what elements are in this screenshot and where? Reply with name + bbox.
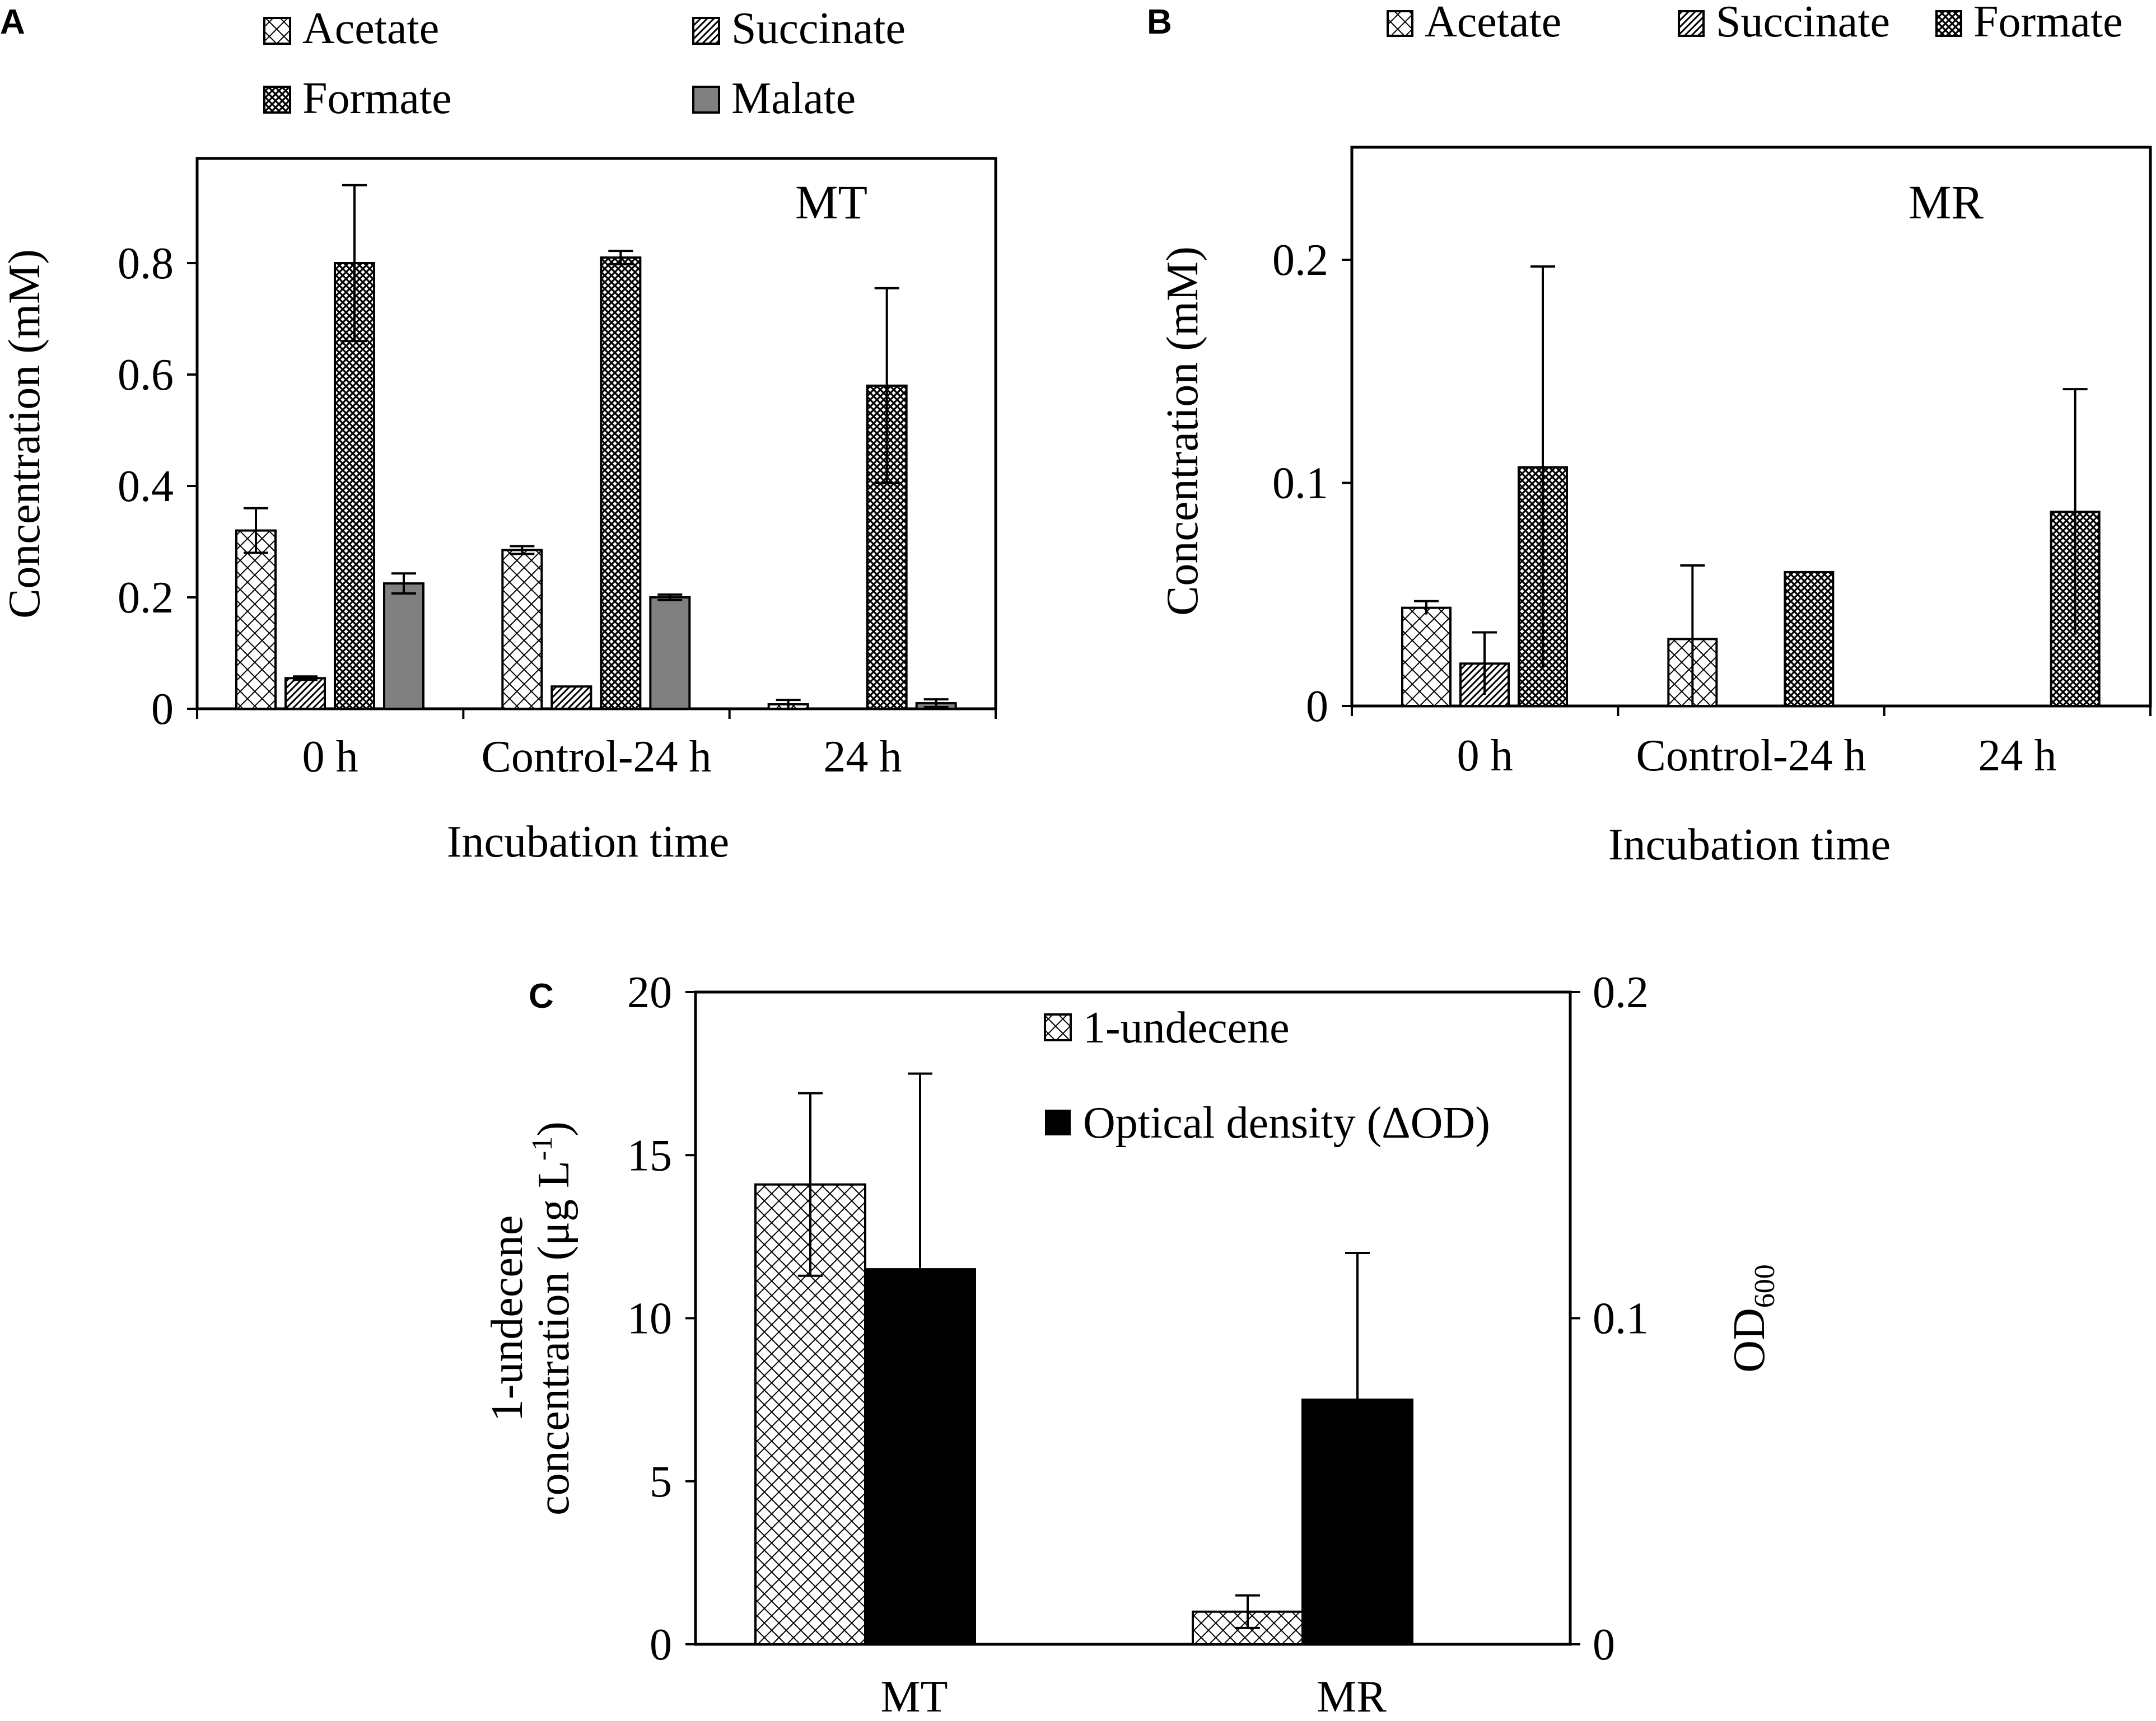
- panel-b-x-label: Incubation time: [1608, 820, 1891, 869]
- panel-b-category-label: 0 h: [1457, 731, 1513, 780]
- legend-c-undecene-swatch: [1044, 1013, 1072, 1041]
- panel-c-y-tick-label: 10: [627, 1294, 672, 1344]
- panel-c-y2-label: OD600: [1725, 1264, 1781, 1373]
- panel-c-y2-tick-label: 0: [1593, 1620, 1615, 1669]
- panel-a-bar-acetate-control-24-h: [501, 549, 543, 710]
- panel-a-x-ticks: 0 h Control-24 h 24 h: [196, 709, 997, 782]
- legend-a-malate-swatch: [692, 86, 720, 114]
- panel-b-annotation: MR: [1908, 175, 1984, 229]
- panel-b-y-ticks: 0 0.1 0.2: [1272, 236, 1352, 731]
- panel-a-bar-acetate-0-h: [235, 529, 277, 710]
- legend-a-formate-label: Formate: [302, 74, 452, 123]
- panel-a-y-tick-label: 0.2: [118, 573, 174, 623]
- panel-b-category-label: 24 h: [1978, 731, 2056, 780]
- legend-c-undecene-label: 1-undecene: [1083, 1003, 1290, 1053]
- panel-c-y-tick-label: 15: [627, 1131, 672, 1180]
- panel-a-category-label: Control-24 h: [481, 732, 711, 782]
- panel-c-y-label-main: concentration (μg L: [529, 1161, 578, 1516]
- panel-a-bar-malate-control-24-h: [649, 596, 691, 710]
- panel-a-y-tick-label: 0.8: [118, 239, 174, 288]
- panel-a-annotation: MT: [795, 175, 867, 229]
- panel-c-y-label-line1: 1-undecene: [483, 1215, 532, 1422]
- legend-b-succinate-swatch: [1678, 10, 1705, 37]
- legend-a-acetate-label: Acetate: [302, 4, 439, 53]
- legend-a-acetate-swatch: [263, 17, 291, 45]
- legend-b-succinate: Succinate: [1678, 0, 1890, 46]
- legend-b-acetate-label: Acetate: [1425, 0, 1561, 46]
- panel-c-y2-label-sub: 600: [1749, 1264, 1781, 1308]
- panel-a-y-ticks: 0 0.2 0.4 0.6 0.8: [118, 239, 197, 734]
- panel-a-bar-formate-control-24-h: [600, 256, 642, 710]
- panel-b-y-label: Concentration (mM): [1158, 246, 1207, 616]
- panel-b-letter: B: [1147, 3, 1172, 41]
- panel-b-y-tick-label: 0.1: [1272, 459, 1328, 508]
- panel-c-y2-label-main: OD: [1725, 1308, 1774, 1373]
- panel-b-y-tick-label: 0: [1306, 682, 1328, 731]
- legend-a-malate: Malate: [692, 74, 856, 123]
- legend-b-succinate-label: Succinate: [1716, 0, 1890, 46]
- legend-a-formate-swatch: [263, 86, 291, 114]
- panel-c-y-label-close: ): [529, 1121, 578, 1137]
- legend-a-succinate: Succinate: [692, 4, 906, 53]
- legend-b-formate-label: Formate: [1973, 0, 2123, 46]
- legend-b-formate: Formate: [1935, 0, 2123, 46]
- panel-a-legend: Acetate Succinate Formate Malate: [263, 4, 906, 123]
- panel-b-category-label: Control-24 h: [1636, 731, 1866, 780]
- panel-b-legend: Acetate Succinate Formate: [1387, 0, 2123, 46]
- panel-c-category-label: MR: [1317, 1672, 1387, 1721]
- legend-a-formate: Formate: [263, 74, 452, 123]
- panel-a-x-label: Incubation time: [447, 817, 729, 867]
- panel-b-bars: [1401, 265, 2101, 708]
- panel-c-letter: C: [529, 977, 554, 1016]
- panel-a-category-label: 24 h: [823, 732, 902, 782]
- panel-a-y-tick-label: 0.6: [118, 350, 174, 400]
- panel-b-bar-acetate-0-h: [1401, 606, 1452, 708]
- panel-c-y2-tick-label: 0.1: [1593, 1294, 1649, 1344]
- panel-a: A Acetate Succinate Formate Malate 00.20…: [0, 3, 997, 867]
- legend-c-od-label: Optical density (ΔOD): [1083, 1098, 1490, 1148]
- panel-a-bar-malate-0-h: [383, 582, 424, 710]
- legend-a-acetate: Acetate: [263, 4, 439, 53]
- panel-c-y-label-sup: -1: [526, 1137, 558, 1161]
- panel-a-bar-succinate-control-24-h: [550, 685, 592, 710]
- panel-a-letter: A: [0, 3, 25, 41]
- legend-b-formate-swatch: [1935, 10, 1962, 37]
- panel-c-left-y-ticks: 0 5 10 15 20: [627, 968, 696, 1669]
- panel-c-right-y-ticks: 0 0.1 0.2: [1570, 968, 1649, 1669]
- panel-c-bars: [754, 1072, 1413, 1646]
- panel-c-y-label-line2: concentration (μg L-1): [526, 1121, 578, 1516]
- panel-a-y-tick-label: 0: [151, 685, 174, 734]
- legend-c-undecene: 1-undecene: [1044, 1003, 1290, 1053]
- panel-b: B Acetate Succinate Formate 0 0.1 0.2 0 h C…: [1147, 0, 2152, 869]
- legend-c-optical-density: Optical density (ΔOD): [1045, 1098, 1490, 1148]
- legend-a-succinate-label: Succinate: [731, 4, 906, 53]
- panel-b-x-ticks: 0 h Control-24 h 24 h: [1351, 706, 2152, 780]
- panel-c-y-tick-label: 0: [650, 1620, 672, 1669]
- panel-a-y-label: Concentration (mM): [0, 249, 49, 619]
- legend-c-od-swatch: [1045, 1110, 1071, 1135]
- legend-a-malate-label: Malate: [731, 74, 856, 123]
- legend-a-succinate-swatch: [692, 17, 720, 45]
- panel-b-y-tick-label: 0.2: [1272, 236, 1328, 285]
- panel-a-y-tick-label: 0.4: [118, 462, 174, 511]
- panel-a-category-label: 0 h: [302, 732, 358, 782]
- panel-a-bars: [235, 184, 957, 710]
- panel-b-bar-formate-control-24-h: [1784, 570, 1835, 708]
- panel-c-y2-tick-label: 0.2: [1593, 968, 1649, 1017]
- panel-c-x-ticks: MT MR: [881, 1672, 1387, 1721]
- panel-c-y-tick-label: 20: [627, 968, 672, 1017]
- legend-b-acetate: Acetate: [1387, 0, 1561, 46]
- panel-c-category-label: MT: [881, 1672, 948, 1721]
- panel-c-y-tick-label: 5: [650, 1457, 672, 1507]
- panel-a-bar-succinate-0-h: [284, 677, 326, 710]
- legend-b-acetate-swatch: [1387, 10, 1413, 37]
- panel-b-plot-frame: [1350, 146, 2152, 708]
- panel-c-legend: 1-undecene Optical density (ΔOD): [1044, 1003, 1490, 1148]
- panel-c: C 1-undecene Optical density (ΔOD) 0 5 10 1…: [483, 968, 1781, 1721]
